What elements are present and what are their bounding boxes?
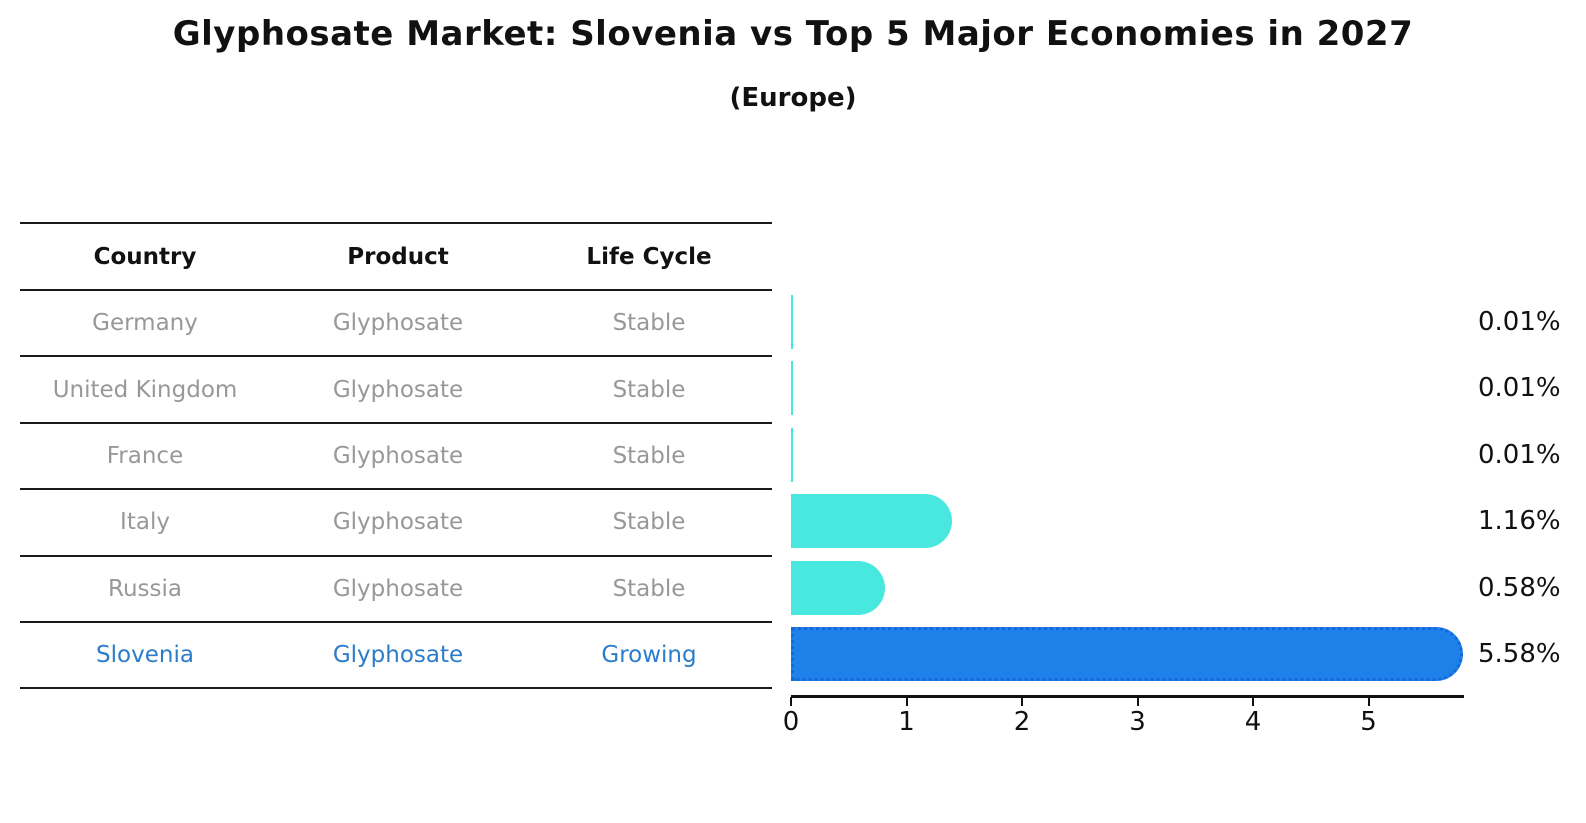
- table-row-russia: Russia Glyphosate Stable: [20, 557, 772, 623]
- table-row-germany: Germany Glyphosate Stable: [20, 291, 772, 358]
- value-label-slovenia: 5.58%: [1478, 639, 1561, 669]
- x-axis-tick-label: 1: [898, 707, 915, 737]
- x-axis-tick: [1252, 697, 1254, 706]
- chart-title: Glyphosate Market: Slovenia vs Top 5 Maj…: [172, 14, 1414, 54]
- lifecycle-cell: Stable: [612, 442, 686, 469]
- lifecycle-cell: Stable: [612, 575, 686, 602]
- lifecycle-cell: Stable: [612, 310, 686, 337]
- product-cell: Glyphosate: [332, 509, 464, 536]
- bar-russia: [791, 560, 885, 615]
- country-cell: Russia: [108, 575, 182, 602]
- x-axis-tick: [1136, 697, 1139, 706]
- table-row-united-kingdom: United Kingdom Glyphosate Stable: [20, 357, 772, 424]
- country-table: Country Product Life Cycle Germany Glyph…: [20, 222, 772, 690]
- table-header-row: Country Product Life Cycle: [20, 224, 772, 291]
- column-header-lifecycle: Life Cycle: [586, 243, 712, 270]
- country-cell: United Kingdom: [52, 376, 238, 403]
- table-row-slovenia: Slovenia Glyphosate Growing: [20, 623, 772, 690]
- x-axis-tick-label: 5: [1360, 707, 1377, 737]
- value-label-germany: 0.01%: [1478, 307, 1561, 337]
- value-label-italy: 1.16%: [1478, 506, 1561, 537]
- country-cell: France: [106, 442, 184, 469]
- country-cell: Italy: [120, 509, 170, 536]
- lifecycle-cell: Stable: [612, 509, 686, 536]
- table-row-france: France Glyphosate Stable: [20, 424, 772, 491]
- bar-italy: [791, 494, 952, 549]
- x-axis-tick-label: 4: [1244, 707, 1262, 737]
- bar-united-kingdom: [791, 361, 793, 416]
- product-cell: Glyphosate: [332, 310, 464, 337]
- x-axis-tick-label: 0: [782, 707, 800, 737]
- product-cell: Glyphosate: [332, 642, 464, 669]
- value-label-russia: 0.58%: [1478, 572, 1561, 603]
- table-row-italy: Italy Glyphosate Stable: [20, 490, 772, 557]
- x-axis-line: [791, 695, 1464, 698]
- value-label-france: 0.01%: [1478, 439, 1561, 470]
- x-axis-tick-label: 2: [1013, 707, 1031, 737]
- column-header-product: Product: [347, 243, 449, 270]
- bar-slovenia: [791, 627, 1463, 681]
- x-axis-tick-label: 3: [1129, 707, 1146, 737]
- column-header-country: Country: [93, 243, 197, 270]
- product-cell: Glyphosate: [332, 376, 464, 403]
- value-label-united-kingdom: 0.01%: [1478, 373, 1561, 404]
- x-axis-tick: [790, 697, 792, 706]
- product-cell: Glyphosate: [332, 575, 464, 602]
- x-axis-tick: [1021, 697, 1023, 706]
- product-cell: Glyphosate: [332, 442, 464, 469]
- chart-subtitle: (Europe): [729, 83, 857, 113]
- country-cell: Germany: [92, 310, 198, 337]
- lifecycle-cell: Growing: [601, 642, 697, 669]
- bar-germany: [791, 295, 793, 349]
- lifecycle-cell: Stable: [612, 376, 686, 403]
- bar-france: [791, 427, 793, 482]
- x-axis-tick: [1367, 697, 1370, 706]
- country-cell: Slovenia: [96, 642, 194, 669]
- x-axis-tick: [905, 697, 908, 706]
